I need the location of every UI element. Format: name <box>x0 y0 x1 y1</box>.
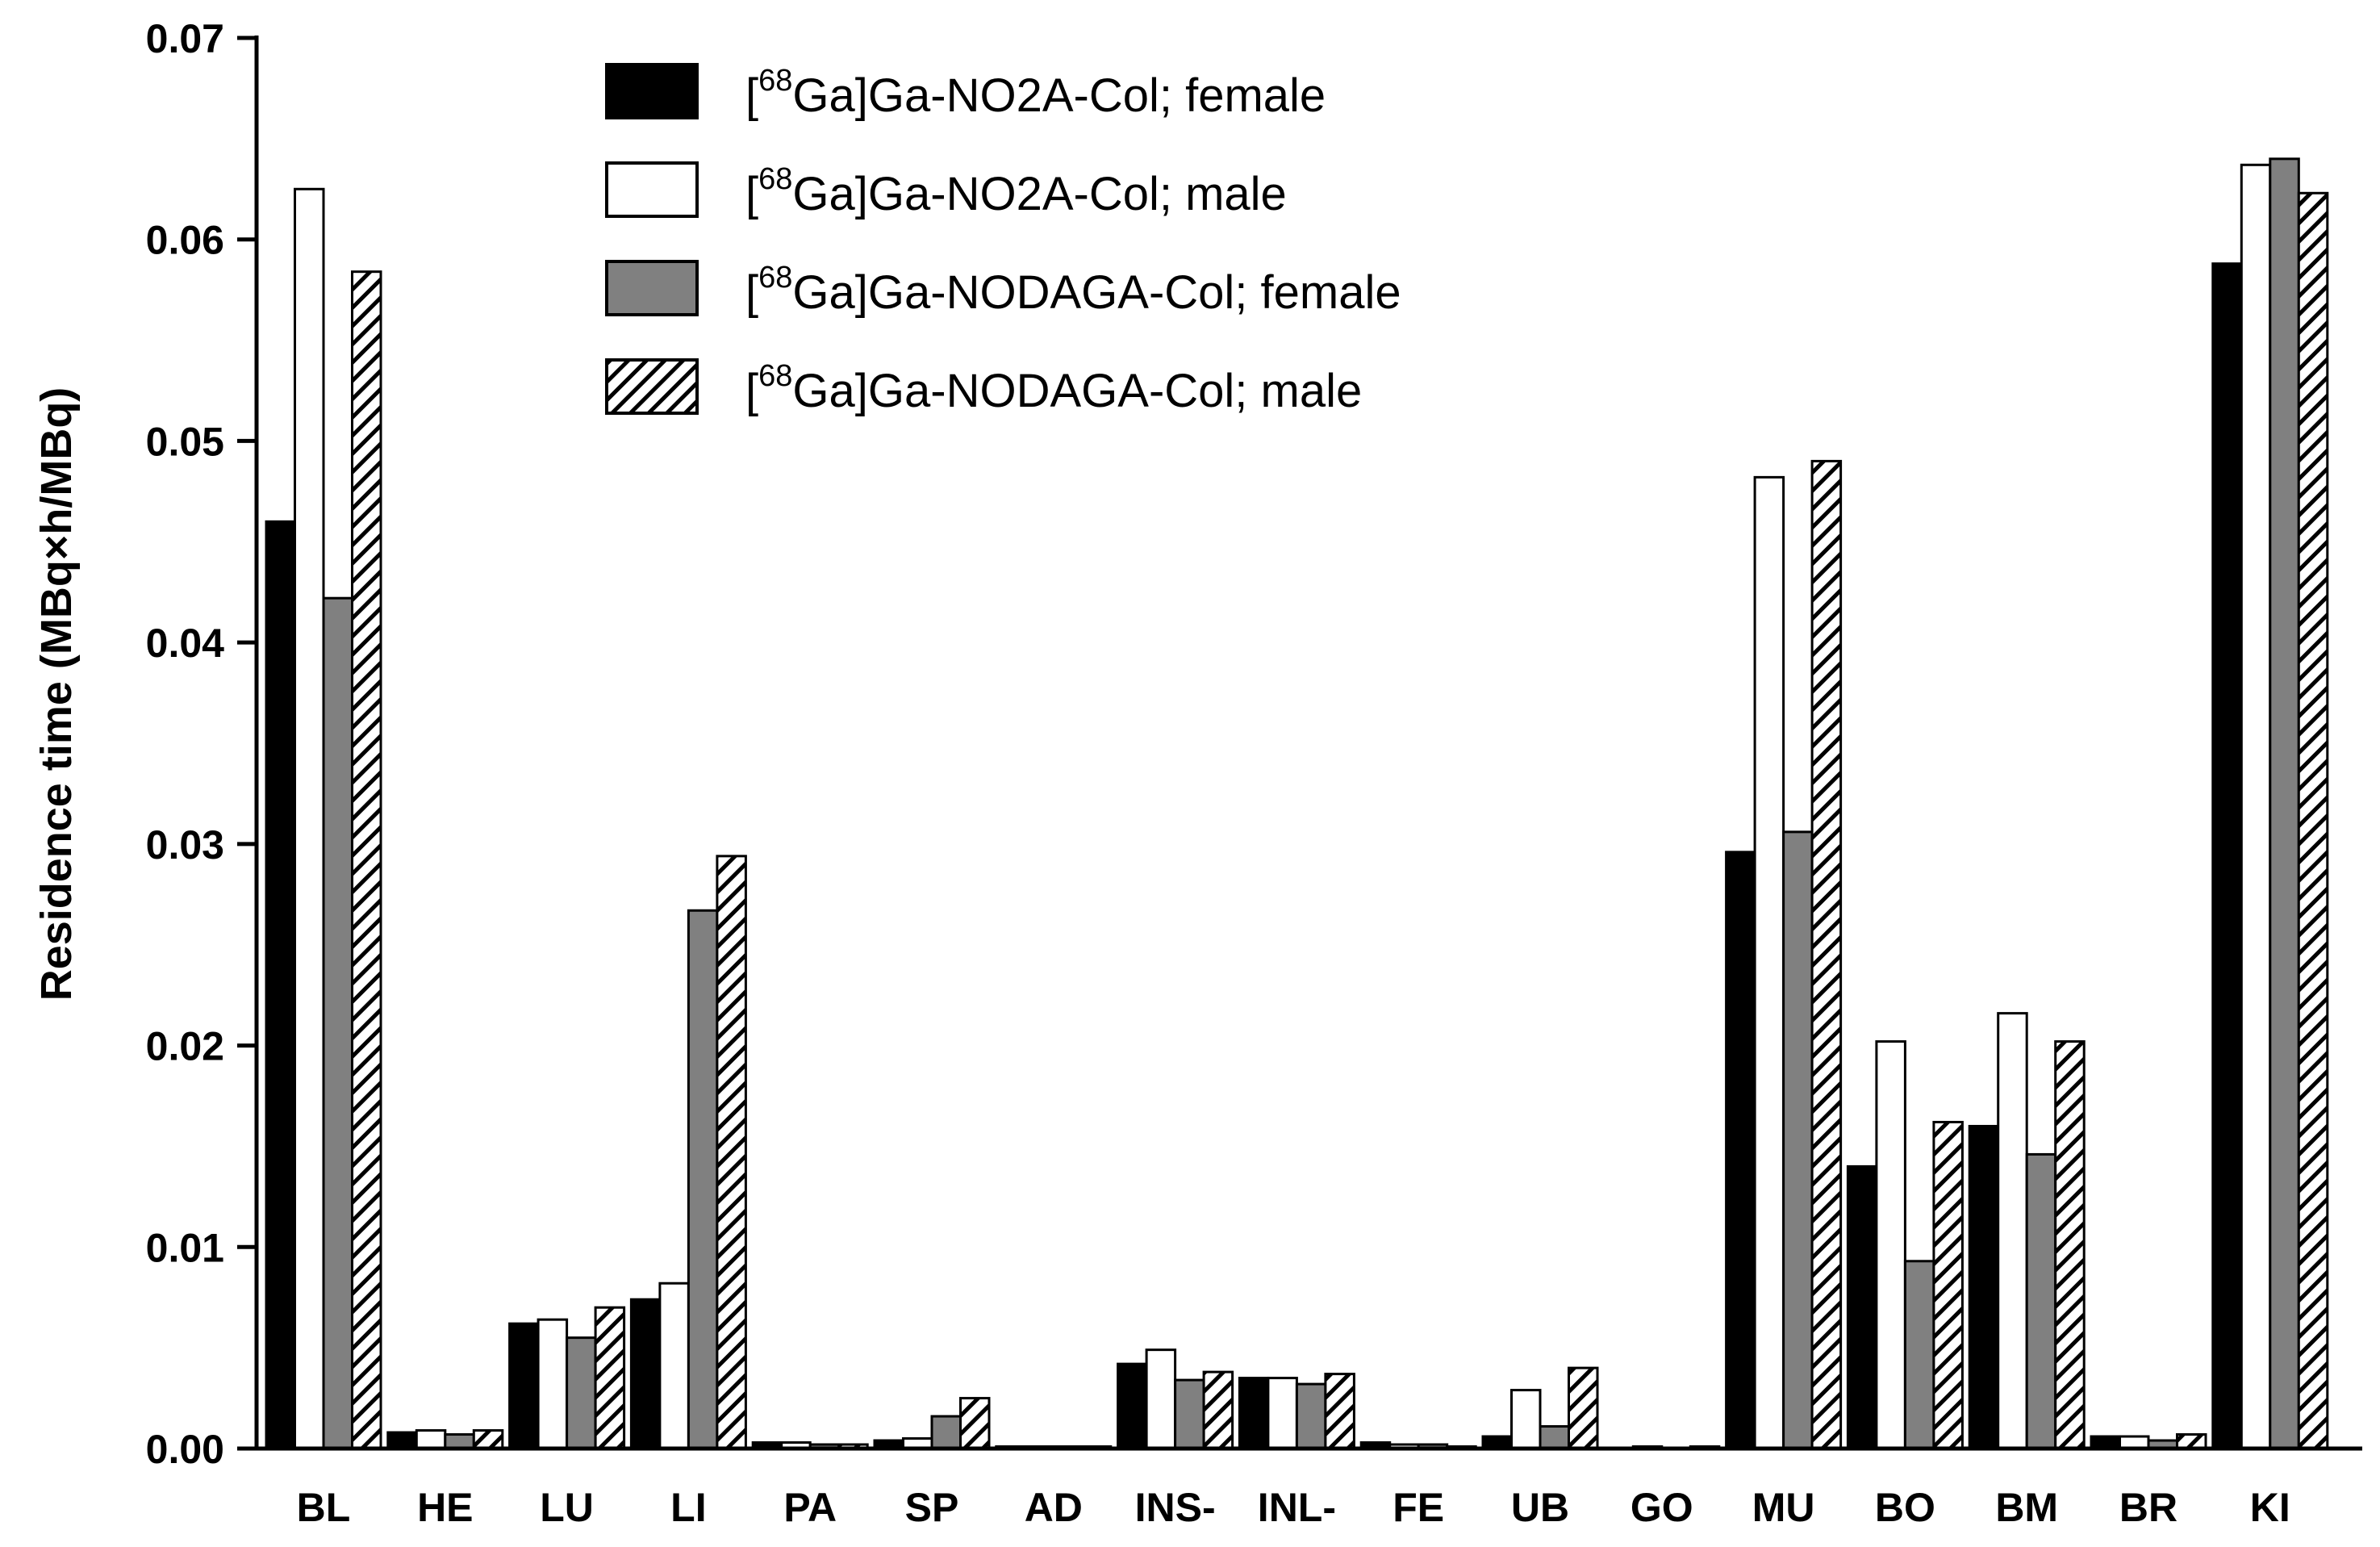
bar-li-series-2 <box>658 1282 690 1450</box>
x-tick-label: FE <box>1393 1485 1444 1530</box>
bar-inl-series-2 <box>1267 1377 1298 1450</box>
bar-lu-series-4 <box>594 1306 626 1450</box>
x-tick-label: BL <box>297 1485 351 1530</box>
x-tick-label: LI <box>670 1485 706 1530</box>
bar-lu-series-1 <box>508 1322 540 1450</box>
x-tick-label: BM <box>1995 1485 2058 1530</box>
bar-bl-series-1 <box>265 520 296 1450</box>
bar-he-series-1 <box>386 1431 418 1450</box>
y-tick-label: 0.06 <box>146 218 224 263</box>
legend-swatch-2 <box>605 161 699 218</box>
y-tick-label: 0.03 <box>146 822 224 868</box>
bar-inl-series-3 <box>1295 1382 1327 1450</box>
bar-ub-series-4 <box>1568 1366 1599 1450</box>
bar-li-series-4 <box>716 855 747 1450</box>
bar-ub-series-2 <box>1510 1389 1542 1450</box>
bar-mu-series-4 <box>1810 459 1843 1450</box>
x-tick-label: SP <box>905 1485 959 1530</box>
x-tick-label: HE <box>417 1485 473 1530</box>
bar-bm-series-4 <box>2054 1040 2086 1450</box>
bar-ins-series-3 <box>1174 1378 1205 1450</box>
legend: [68Ga]Ga-NO2A-Col; female [68Ga]Ga-NO2A-C… <box>605 63 1401 417</box>
bar-bo-series-2 <box>1875 1040 1906 1450</box>
bar-bm-series-2 <box>1997 1012 2028 1450</box>
legend-label-2: [68Ga]Ga-NO2A-Col; male <box>745 162 1287 220</box>
bar-ki-series-3 <box>2269 157 2300 1450</box>
x-tick-label: INL- <box>1258 1485 1336 1530</box>
legend-label-3: [68Ga]Ga-NODAGA-Col; female <box>745 261 1401 319</box>
legend-swatch-3 <box>605 260 699 316</box>
y-tick-label: 0.02 <box>146 1024 224 1069</box>
bar-br-series-4 <box>2176 1433 2207 1450</box>
bar-ins-series-1 <box>1117 1362 1148 1450</box>
bar-ki-series-2 <box>2240 163 2272 1450</box>
bar-bl-series-4 <box>351 270 382 1450</box>
bar-inl-series-1 <box>1238 1377 1270 1450</box>
x-tick-label: LU <box>540 1485 594 1530</box>
legend-swatch-1 <box>605 63 699 119</box>
bar-ins-series-4 <box>1202 1370 1234 1450</box>
bar-bl-series-2 <box>294 187 325 1450</box>
bar-lu-series-2 <box>537 1318 569 1450</box>
axes-layer: BL HE LU LI PA SP AD INS- INL- FE UB GO MU BO BM BR KI 0.… <box>146 16 2362 1530</box>
bar-bl-series-3 <box>322 596 353 1450</box>
bar-mu-series-2 <box>1753 475 1785 1450</box>
x-tick-label: PA <box>783 1485 837 1530</box>
x-tick-label: GO <box>1631 1485 1693 1530</box>
x-tick-label: BO <box>1875 1485 1935 1530</box>
y-tick-label: 0.01 <box>146 1225 224 1270</box>
bar-ki-series-1 <box>2211 262 2243 1450</box>
bar-sp-series-3 <box>930 1415 962 1450</box>
y-tick-label: 0.00 <box>146 1427 224 1472</box>
x-tick-label: KI <box>2250 1485 2290 1530</box>
bar-ub-series-3 <box>1539 1425 1570 1450</box>
bar-bm-series-3 <box>2025 1152 2057 1450</box>
bar-bo-series-4 <box>1932 1120 1964 1450</box>
bar-he-series-4 <box>472 1429 504 1450</box>
bar-mu-series-3 <box>1782 830 1814 1450</box>
x-tick-label: AD <box>1025 1485 1083 1530</box>
bar-ins-series-2 <box>1145 1348 1177 1450</box>
legend-swatch-4 <box>605 358 699 415</box>
bar-he-series-3 <box>444 1433 475 1450</box>
bar-mu-series-1 <box>1725 851 1756 1450</box>
bar-inl-series-4 <box>1324 1373 1355 1450</box>
y-tick-label: 0.04 <box>146 621 225 666</box>
x-tick-label: BR <box>2119 1485 2177 1530</box>
y-tick-label: 0.05 <box>146 419 224 464</box>
x-tick-label: UB <box>1511 1485 1569 1530</box>
bars-layer <box>265 157 2329 1450</box>
bar-bo-series-3 <box>1903 1260 1935 1450</box>
bar-bo-series-1 <box>1846 1164 1878 1450</box>
bar-li-series-1 <box>629 1298 662 1450</box>
legend-label-1: [68Ga]Ga-NO2A-Col; female <box>745 64 1326 122</box>
bar-bm-series-1 <box>1968 1124 2000 1450</box>
bar-lu-series-3 <box>566 1336 597 1450</box>
bar-ki-series-4 <box>2297 191 2329 1450</box>
bar-he-series-2 <box>415 1429 447 1450</box>
legend-label-4: [68Ga]Ga-NODAGA-Col; male <box>745 359 1362 417</box>
bar-sp-series-4 <box>959 1397 991 1450</box>
y-axis-title: Residence time (MBq×h/MBq) <box>32 387 81 1001</box>
x-tick-label: MU <box>1752 1485 1815 1530</box>
bar-li-series-3 <box>687 909 719 1450</box>
y-tick-label: 0.07 <box>146 16 224 61</box>
x-tick-label: INS- <box>1135 1485 1216 1530</box>
